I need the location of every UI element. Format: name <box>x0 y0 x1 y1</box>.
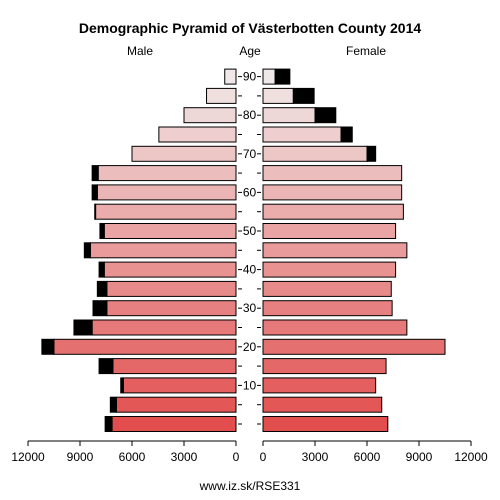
female-x-tick-label: 0 <box>260 450 267 464</box>
male-bar-50-54 <box>103 223 237 239</box>
female-bar-15-19 <box>262 358 387 375</box>
age-tick-label: 30 <box>243 301 257 315</box>
male-excess-60-64 <box>91 184 98 201</box>
male-bar-90+ <box>224 68 237 85</box>
female-bar-90+ <box>262 68 276 85</box>
female-bar-70-74 <box>262 145 368 162</box>
female-bar-75-79 <box>262 126 342 143</box>
age-header: Age <box>239 44 261 58</box>
female-x-tick-label: 6000 <box>354 450 381 464</box>
female-excess-70-74 <box>366 145 377 162</box>
male-x-tick-label: 6000 <box>119 450 146 464</box>
age-tick-label: 20 <box>243 340 257 354</box>
female-x-tick-label: 12000 <box>454 450 488 464</box>
age-tick-label: 80 <box>243 108 257 122</box>
male-excess-50-54 <box>99 223 105 239</box>
chart-title: Demographic Pyramid of Västerbotten Coun… <box>79 20 422 36</box>
male-bar-45-49 <box>89 242 237 259</box>
age-tick-label: 60 <box>243 185 257 199</box>
female-bar-35-39 <box>262 280 392 297</box>
male-x-tick-label: 9000 <box>67 450 94 464</box>
male-excess-30-34 <box>92 300 108 317</box>
female-bar-50-54 <box>262 223 397 239</box>
female-bar-55-59 <box>262 203 404 220</box>
male-excess-15-19 <box>98 358 114 375</box>
male-bar-30-34 <box>106 300 237 317</box>
female-excess-75-79 <box>340 126 353 143</box>
male-bar-85-89 <box>206 87 237 104</box>
female-bar-20-24 <box>262 338 446 355</box>
female-bar-25-29 <box>262 319 408 336</box>
age-tick-label: 10 <box>243 378 257 392</box>
age-tick-label: 50 <box>243 224 257 238</box>
female-bar-65-69 <box>262 165 403 182</box>
female-excess-85-89 <box>292 87 315 104</box>
male-x-tick-label: 12000 <box>11 450 45 464</box>
male-excess-0-4 <box>104 416 113 432</box>
female-x-tick-label: 9000 <box>406 450 433 464</box>
age-tick-label: 70 <box>243 147 257 161</box>
male-bar-25-29 <box>91 319 237 336</box>
male-bars <box>41 68 237 432</box>
male-x-tick-label: 0 <box>233 450 240 464</box>
male-excess-25-29 <box>73 319 93 336</box>
male-excess-45-49 <box>83 242 91 259</box>
male-bar-10-14 <box>122 377 237 394</box>
male-x-tick-label: 3000 <box>171 450 198 464</box>
male-bar-40-44 <box>103 261 237 278</box>
male-excess-35-39 <box>96 280 108 297</box>
female-bar-5-9 <box>262 396 383 413</box>
female-bar-10-14 <box>262 377 377 394</box>
male-excess-65-69 <box>91 165 99 182</box>
age-tick-label: 90 <box>243 70 257 84</box>
male-bar-65-69 <box>97 165 237 182</box>
female-bar-85-89 <box>262 87 294 104</box>
footer-source: www.iz.sk/RSE331 <box>199 479 301 493</box>
female-bar-45-49 <box>262 242 408 259</box>
male-bar-5-9 <box>115 396 237 413</box>
female-bar-80-84 <box>262 107 316 124</box>
female-x-tick-label: 3000 <box>302 450 329 464</box>
male-bar-80-84 <box>183 107 237 124</box>
female-bar-0-4 <box>262 416 389 432</box>
male-excess-20-24 <box>41 338 55 355</box>
male-header: Male <box>127 44 153 58</box>
male-bar-70-74 <box>131 145 237 162</box>
female-header: Female <box>346 44 386 58</box>
male-bar-35-39 <box>106 280 237 297</box>
male-bar-60-64 <box>96 184 237 201</box>
male-bar-20-24 <box>53 338 237 355</box>
female-bar-40-44 <box>262 261 397 278</box>
male-excess-55-59 <box>94 203 97 220</box>
age-tick-label: 40 <box>243 263 257 277</box>
female-bar-60-64 <box>262 184 403 201</box>
male-bar-15-19 <box>112 358 237 375</box>
age-axis: 10 20 30 40 50 60 70 80 90 <box>238 70 261 425</box>
female-excess-90+ <box>274 68 291 85</box>
male-bar-75-79 <box>158 126 237 143</box>
female-bars <box>262 68 446 432</box>
male-excess-5-9 <box>109 396 117 413</box>
male-bar-0-4 <box>111 416 237 432</box>
x-axes: 12000 12000 9000 9000 6000 6000 3000 3000 0 0 <box>11 440 488 464</box>
male-bar-55-59 <box>95 203 237 220</box>
female-excess-80-84 <box>314 107 337 124</box>
male-excess-40-44 <box>98 261 105 278</box>
male-excess-10-14 <box>120 377 124 394</box>
female-bar-30-34 <box>262 300 393 317</box>
